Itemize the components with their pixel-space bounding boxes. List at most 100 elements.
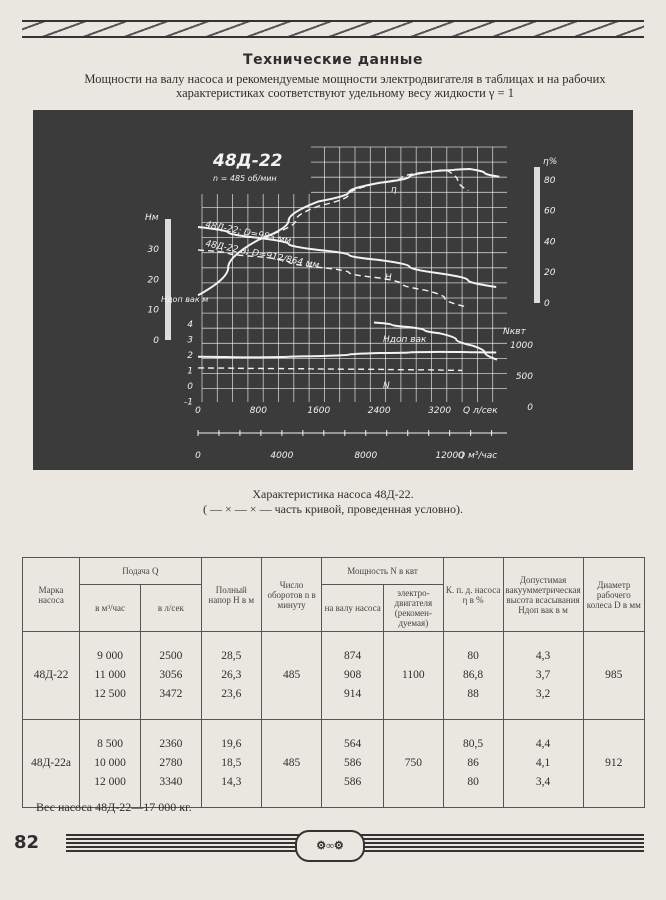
curve-eta-912 bbox=[273, 169, 469, 235]
h-tick-label: 10 bbox=[148, 306, 160, 316]
x-tick-label: 2400 bbox=[368, 406, 391, 416]
header-brand: Марка насоса bbox=[21, 557, 81, 632]
eta-tick-label: 60 bbox=[544, 207, 556, 217]
cell-flow-ls: 2360 2780 3340 bbox=[140, 719, 202, 808]
axis-label-h: Нм bbox=[145, 213, 159, 223]
cell-rpm: 485 bbox=[260, 631, 323, 720]
header-flow-m3h: в м³/час bbox=[79, 584, 142, 632]
curve-H-912 bbox=[197, 249, 466, 308]
publisher-logo: ⚙∞⚙ bbox=[295, 830, 365, 862]
cell-value: 908 bbox=[344, 669, 362, 681]
curve-label-h-912: 48Д-22 а; D=912/864 мм bbox=[204, 239, 320, 271]
cell-rpm: 485 bbox=[260, 719, 323, 808]
cell-head: 19,6 18,5 14,3 bbox=[200, 719, 262, 808]
cell-value: 80 bbox=[467, 776, 479, 788]
hvac-tick-label: 1 bbox=[187, 367, 193, 377]
n-tick-label: 0 bbox=[527, 403, 533, 413]
cell-value: 14,3 bbox=[221, 776, 242, 788]
cell-value: 10 000 bbox=[94, 757, 126, 769]
eta-tick-label: 80 bbox=[544, 176, 556, 186]
cell-value: 88 bbox=[467, 688, 479, 700]
eta-tick-label: 20 bbox=[544, 268, 556, 278]
cell-value: 26,3 bbox=[221, 669, 242, 681]
h-scale-bar bbox=[165, 219, 171, 340]
axis-label-hvac: Hдоп вак м bbox=[161, 295, 208, 304]
cell-value: 8 500 bbox=[97, 738, 124, 750]
cell-value: 4,1 bbox=[535, 757, 551, 769]
x2-tick-label: 4000 bbox=[270, 451, 293, 461]
cell-power-shaft: 874 908 914 bbox=[321, 631, 384, 720]
header-flow-ls: в л/сек bbox=[140, 584, 202, 632]
eta-tick-label: 40 bbox=[544, 237, 556, 247]
cell-diam: 985 bbox=[582, 631, 646, 720]
curve-H-985 bbox=[197, 225, 497, 288]
header-rpm: Число оборотов n в минуту bbox=[260, 557, 323, 632]
curve-N-985 bbox=[197, 350, 497, 359]
cell-flow-ls: 2500 3056 3472 bbox=[140, 631, 202, 720]
chart-title-box bbox=[201, 146, 311, 194]
cell-value: 80,5 bbox=[463, 738, 484, 750]
hvac-tick-label: 2 bbox=[187, 351, 193, 361]
header-head: Полный напор H в м bbox=[200, 557, 262, 632]
cell-value: 3340 bbox=[159, 776, 183, 788]
cell-value: 3,7 bbox=[535, 669, 551, 681]
cell-head: 28,5 26,3 23,6 bbox=[200, 631, 262, 720]
cell-flow-m3: 8 500 10 000 12 000 bbox=[79, 719, 142, 808]
x2-tick-label: 8000 bbox=[354, 451, 377, 461]
chart-caption: Характеристика насоса 48Д-22. ( — × — × … bbox=[0, 487, 666, 517]
hvac-tick-label: 3 bbox=[187, 336, 193, 346]
cell-value: 3,2 bbox=[535, 688, 551, 700]
cell-diam: 912 bbox=[582, 719, 646, 808]
cell-brand: 48Д-22а bbox=[21, 719, 81, 808]
x-tick-label: 0 bbox=[195, 406, 201, 416]
cell-flow-m3: 9 000 11 000 12 500 bbox=[79, 631, 142, 720]
axis-label-q-m3h: Q м³/час bbox=[458, 451, 497, 461]
cell-vac: 4,3 3,7 3,2 bbox=[502, 631, 584, 720]
x-tick-label: 800 bbox=[250, 406, 267, 416]
header-diameter: Диаметр рабочего колеса D в мм bbox=[582, 557, 646, 632]
cell-value: 2780 bbox=[159, 757, 183, 769]
page-subtitle: Мощности на валу насоса и рекомендуемые … bbox=[84, 72, 606, 100]
cell-power-motor: 750 bbox=[382, 719, 444, 808]
x2-tick-label: 12000 bbox=[435, 451, 464, 461]
page-title: Технические данные bbox=[243, 52, 423, 68]
top-decorative-border bbox=[22, 20, 644, 38]
cell-vac: 4,4 4,1 3,4 bbox=[502, 719, 584, 808]
cell-value: 86 bbox=[467, 757, 479, 769]
curve-N-912 bbox=[197, 367, 463, 372]
cell-value: 3,4 bbox=[535, 776, 551, 788]
cell-value: 4,3 bbox=[535, 650, 551, 662]
x-tick-label: 3200 bbox=[428, 406, 451, 416]
cell-value: 2360 bbox=[159, 738, 183, 750]
header-flow: Подача Q bbox=[79, 557, 202, 585]
cell-value: 12 500 bbox=[94, 688, 126, 700]
chart-title: 48Д-22 bbox=[212, 151, 283, 171]
chart-curves bbox=[197, 168, 500, 372]
eta-tick-label: 0 bbox=[544, 299, 550, 309]
n-tick-label: 500 bbox=[516, 372, 533, 382]
eta-scale-bar bbox=[534, 167, 540, 303]
hvac-tick-label: 0 bbox=[187, 382, 193, 392]
axis-label-q-ls: Q л/сек bbox=[463, 406, 498, 416]
axis-label-n: Nквт bbox=[503, 327, 526, 337]
curve-label-n: N bbox=[383, 381, 390, 391]
header-power-motor: электро-двигателя (рекомен-дуемая) bbox=[382, 584, 444, 632]
cell-value: 914 bbox=[344, 688, 362, 700]
chart-scales bbox=[165, 167, 540, 436]
cell-value: 28,5 bbox=[221, 650, 242, 662]
cell-value: 3056 bbox=[159, 669, 183, 681]
cell-value: 874 bbox=[344, 650, 362, 662]
cell-value: 586 bbox=[344, 776, 362, 788]
cell-value: 3472 bbox=[159, 688, 183, 700]
cell-value: 586 bbox=[344, 757, 362, 769]
cell-value: 23,6 bbox=[221, 688, 242, 700]
pump-data-table: Марка насоса Подача Q Полный напор H в м… bbox=[21, 557, 646, 808]
h-tick-label: 20 bbox=[148, 275, 160, 285]
header-power: Мощность N в квт bbox=[321, 557, 444, 585]
header-efficiency: К. п. д. насоса η в % bbox=[442, 557, 504, 632]
cell-value: 564 bbox=[344, 738, 362, 750]
chart-subtitle: n = 485 об/мин bbox=[213, 174, 277, 183]
caption-line-1: Характеристика насоса 48Д-22. bbox=[252, 487, 414, 501]
cell-value: 86,8 bbox=[463, 669, 484, 681]
hvac-tick-label: 4 bbox=[187, 320, 193, 330]
